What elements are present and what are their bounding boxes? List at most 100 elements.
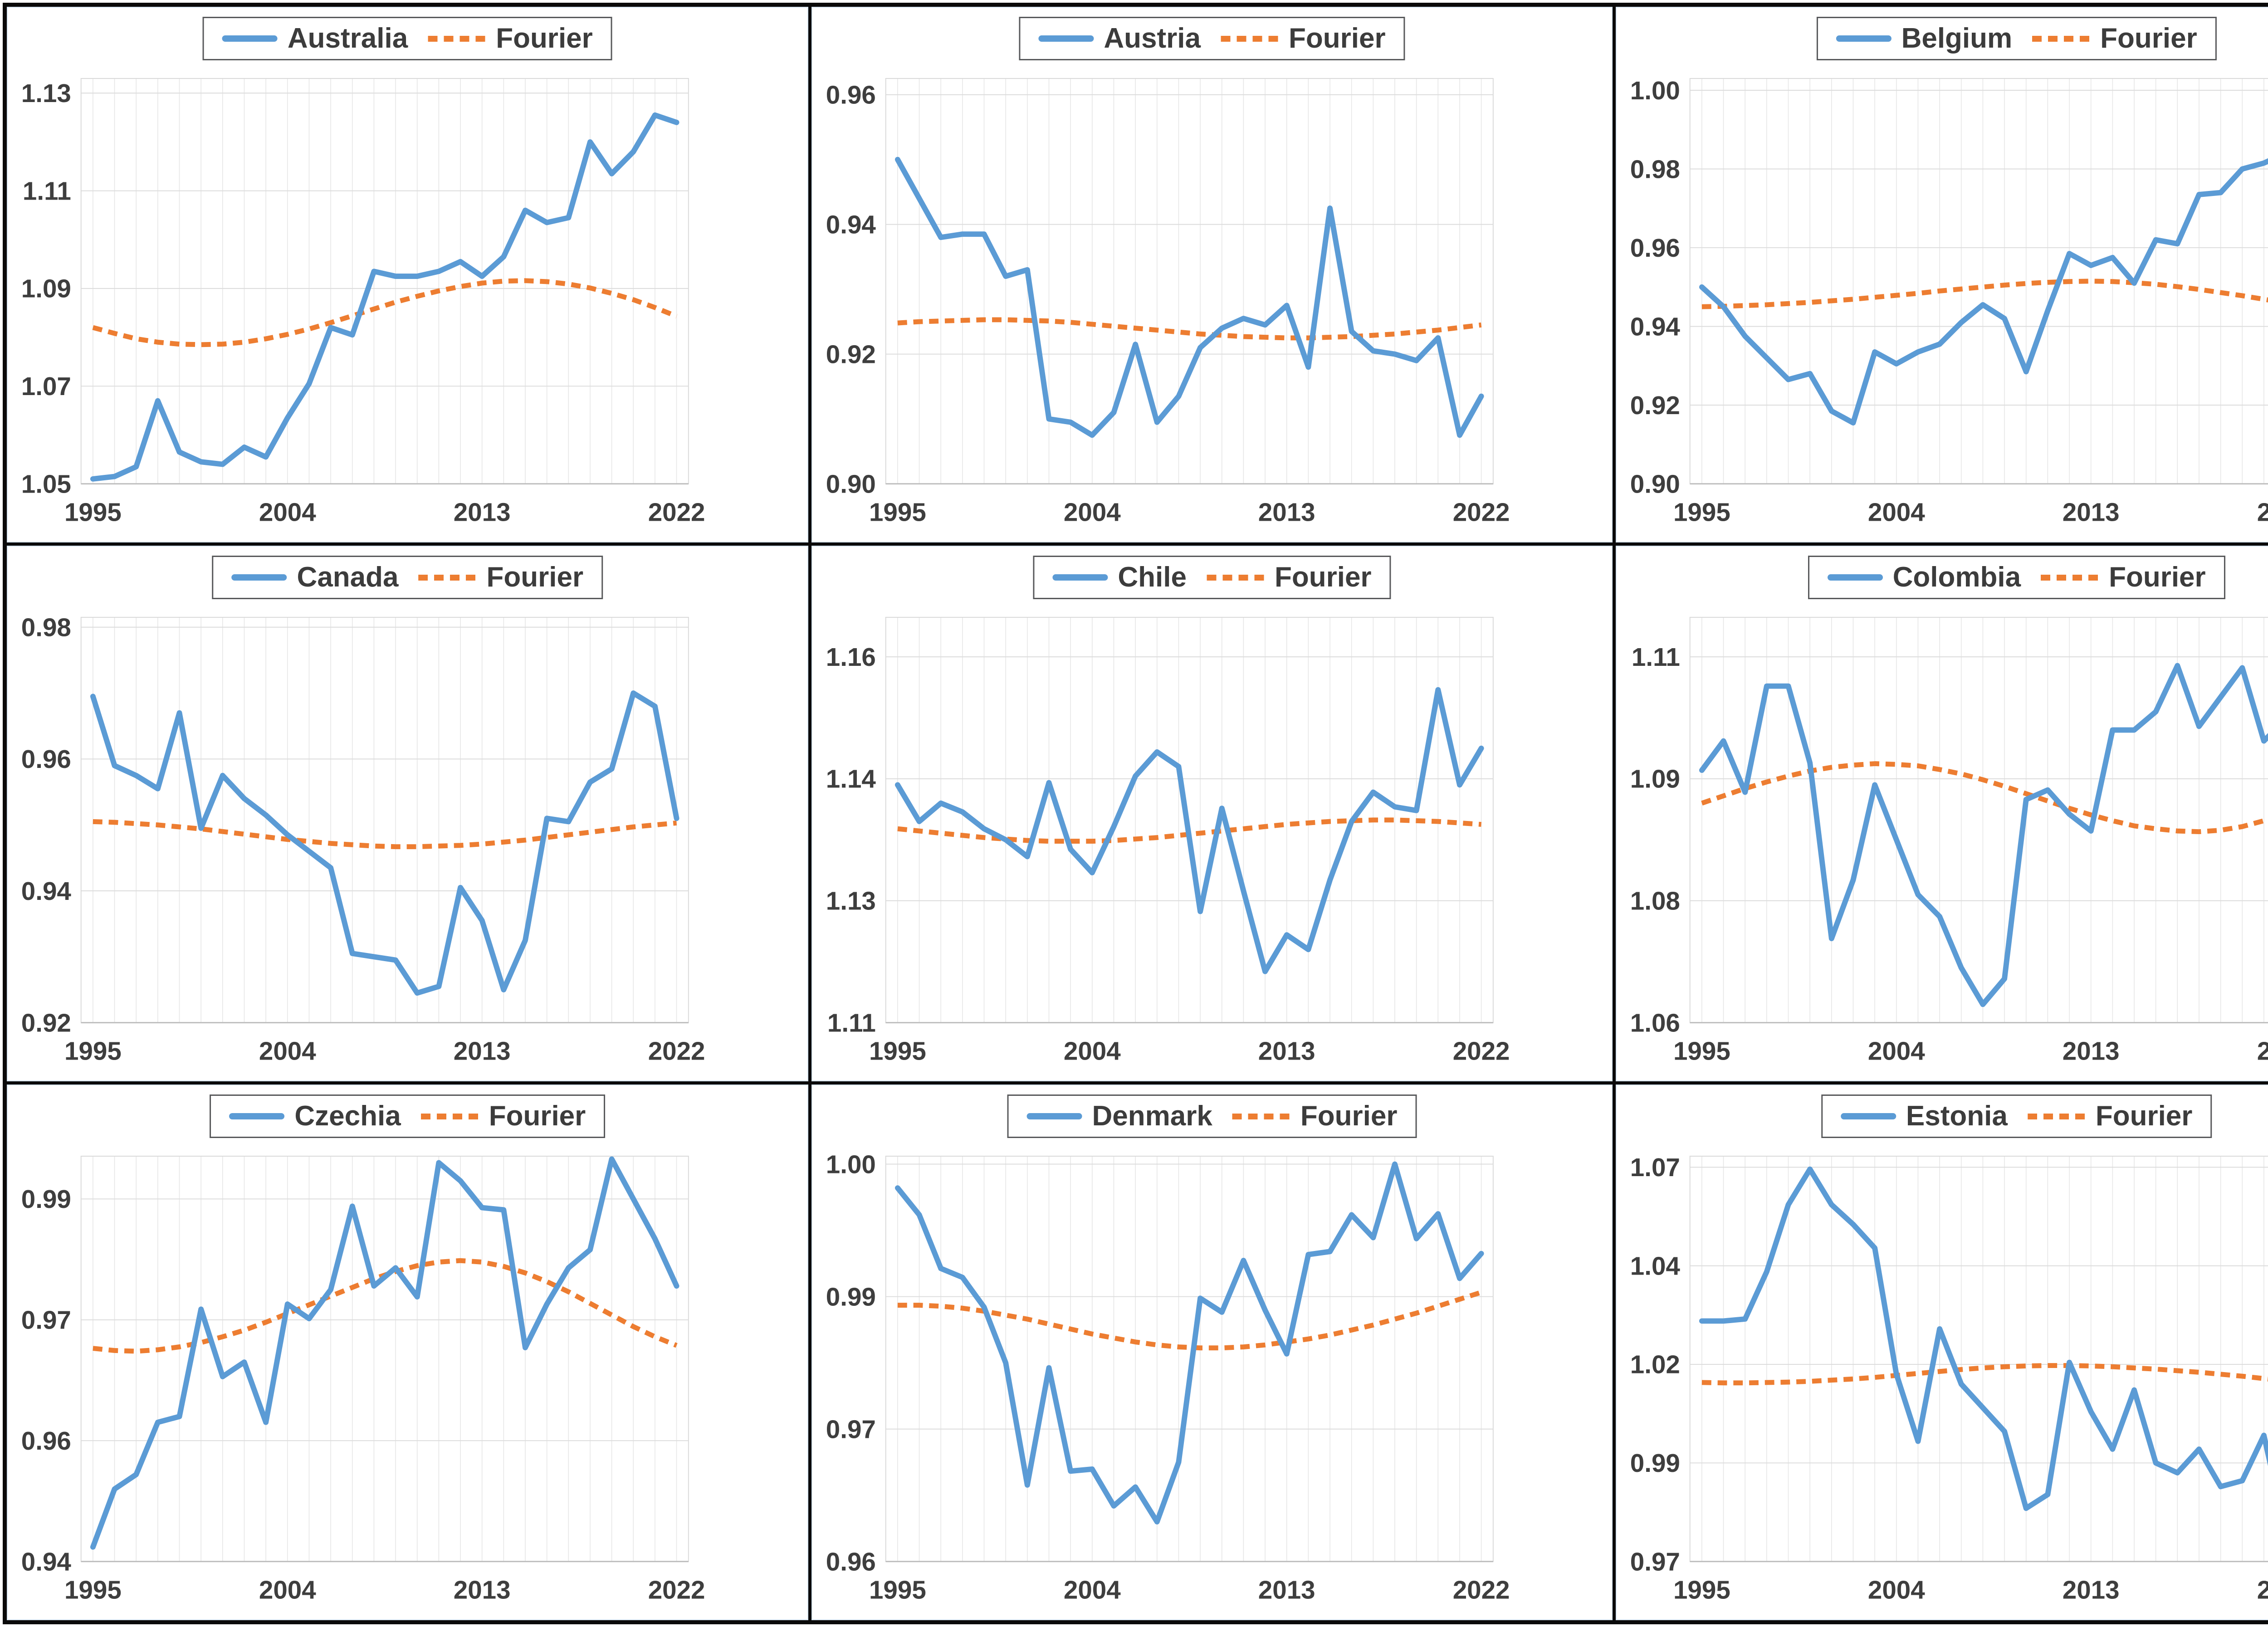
fourier-dotted-swatch-icon	[2032, 35, 2091, 42]
x-tick-label: 2013	[2063, 1037, 2120, 1065]
fourier-dotted-swatch-icon	[1206, 574, 1265, 581]
y-tick-label: 1.00	[1630, 76, 1680, 105]
legend-austria: Austria Fourier	[1019, 17, 1405, 61]
series-line-swatch-icon	[1836, 35, 1892, 42]
x-tick-label: 2004	[1868, 498, 1925, 527]
x-tick-label: 2004	[1868, 1037, 1925, 1065]
legend-item-fourier: Fourier	[2032, 24, 2197, 53]
x-tick-label: 2022	[2257, 1576, 2268, 1604]
fourier-line	[1702, 278, 2268, 309]
y-tick-label: 0.90	[1630, 470, 1680, 498]
legend-denmark: Denmark Fourier	[1007, 1094, 1417, 1138]
y-tick-label: 0.96	[21, 1427, 71, 1455]
x-tick-label: 2013	[454, 1037, 511, 1065]
line-chart-czechia: 0.94 0.96 0.97 0.99 1995 2004 2013 2022	[21, 1156, 705, 1604]
horizontal-gridlines	[1690, 656, 2268, 1023]
series-line-swatch-icon	[1026, 1113, 1082, 1120]
vertical-gridlines	[897, 1156, 1482, 1562]
legend-item-estonia: Estonia	[1840, 1100, 2008, 1132]
x-tick-label: 2013	[454, 1576, 511, 1604]
line-chart-denmark: 0.96 0.97 0.99 1.00 1995 2004 2013 2022	[826, 1150, 1510, 1604]
y-tick-label: 0.96	[1630, 234, 1680, 262]
legend-canada: Canada Fourier	[212, 556, 603, 600]
series-line-swatch-icon	[1052, 574, 1108, 581]
legend-czechia: Czechia Fourier	[210, 1094, 606, 1138]
x-tick-label: 2004	[1064, 1037, 1121, 1065]
plot-area-border	[1690, 78, 2268, 484]
y-tick-label: 0.94	[1630, 312, 1681, 341]
series-line-swatch-icon	[231, 574, 287, 581]
plot-area-border	[80, 617, 689, 1023]
plot-area-border	[1690, 1156, 2268, 1562]
y-tick-label: 1.07	[1630, 1153, 1680, 1182]
y-tick-label: 0.92	[21, 1009, 71, 1037]
x-tick-label: 1995	[869, 1576, 926, 1604]
series-line-swatch-icon	[1827, 574, 1883, 581]
legend-item-colombia: Colombia	[1827, 562, 2021, 593]
fourier-dotted-swatch-icon	[1232, 1113, 1290, 1119]
y-tick-label: 0.99	[826, 1282, 875, 1311]
y-tick-label: 1.14	[826, 765, 876, 793]
y-tick-label: 0.99	[21, 1185, 71, 1213]
x-tick-label: 1995	[1673, 1576, 1730, 1604]
legend-chile: Chile Fourier	[1033, 556, 1391, 600]
plot-area-border	[80, 78, 689, 484]
y-tick-label: 0.96	[826, 1548, 875, 1576]
legend-item-belgium: Belgium	[1836, 24, 2012, 53]
legend-fourier-label: Fourier	[486, 562, 584, 593]
legend-belgium: Belgium Fourier	[1816, 17, 2217, 61]
series-line-canada	[90, 690, 679, 996]
y-tick-label: 0.98	[21, 613, 71, 642]
legend-item-fourier: Fourier	[1206, 563, 1372, 591]
horizontal-gridlines	[81, 1198, 689, 1562]
x-tick-label: 2004	[1064, 498, 1121, 527]
legend-series-label: Australia	[287, 23, 408, 54]
fourier-line	[93, 819, 677, 850]
chart-panel-czechia: 0.94 0.96 0.97 0.99 1995 2004 2013 2022 Czechia F…	[7, 1085, 808, 1620]
x-tick-label: 1995	[1673, 1037, 1730, 1065]
y-tick-label: 0.90	[826, 470, 875, 498]
x-tick-label: 2004	[259, 498, 316, 527]
vertical-gridlines	[897, 78, 1482, 484]
x-tick-label: 2022	[648, 1037, 705, 1065]
legend-fourier-label: Fourier	[1288, 23, 1386, 54]
y-tick-label: 1.11	[23, 176, 71, 205]
vertical-gridlines	[93, 617, 677, 1023]
plot-area-border	[885, 78, 1494, 484]
chart-panel-australia: 1.05 1.07 1.09 1.11 1.13 1995 2004 2013 2022 Aust…	[7, 7, 808, 542]
series-line-swatch-icon	[1038, 35, 1094, 42]
legend-series-label: Estonia	[1906, 1100, 2008, 1132]
x-tick-label: 2022	[2257, 498, 2268, 527]
y-tick-label: 0.98	[1630, 155, 1680, 183]
vertical-gridlines	[1701, 617, 2265, 1023]
line-chart-colombia: 1.06 1.08 1.09 1.11 1995 2004 2013 2022	[1630, 617, 2268, 1065]
y-tick-label: 1.02	[1630, 1350, 1680, 1379]
x-tick-label: 1995	[64, 1576, 122, 1604]
legend-item-fourier: Fourier	[1232, 1102, 1397, 1130]
y-tick-label: 1.11	[1632, 643, 1680, 671]
x-tick-label: 2022	[648, 1576, 705, 1604]
vertical-gridlines	[93, 78, 677, 484]
chart-panel-colombia: 1.06 1.08 1.09 1.11 1995 2004 2013 2022 Colombia…	[1616, 546, 2268, 1081]
legend-series-label: Canada	[297, 562, 399, 593]
fourier-line	[1701, 761, 2268, 835]
x-tick-label: 2022	[648, 498, 705, 527]
legend-item-fourier: Fourier	[1220, 23, 1386, 54]
legend-fourier-label: Fourier	[489, 1100, 586, 1132]
legend-colombia: Colombia Fourier	[1808, 556, 2225, 600]
legend-series-label: Colombia	[1892, 562, 2021, 593]
legend-fourier-label: Fourier	[2095, 1100, 2193, 1132]
y-tick-label: 1.08	[1630, 887, 1680, 915]
y-tick-label: 0.94	[21, 877, 72, 905]
fourier-dotted-swatch-icon	[2027, 1113, 2086, 1119]
line-chart-australia: 1.05 1.07 1.09 1.11 1.13 1995 2004 2013 2022	[21, 78, 705, 527]
legend-series-label: Austria	[1104, 23, 1201, 54]
y-tick-label: 1.13	[826, 887, 875, 915]
legend-estonia: Estonia Fourier	[1821, 1094, 2212, 1138]
x-tick-label: 1995	[1673, 498, 1730, 527]
legend-series-label: Czechia	[294, 1100, 401, 1132]
x-tick-label: 2013	[454, 498, 511, 527]
legend-item-fourier: Fourier	[2027, 1100, 2193, 1132]
fourier-dotted-swatch-icon	[420, 1113, 479, 1119]
fourier-dotted-swatch-icon	[1220, 35, 1279, 42]
